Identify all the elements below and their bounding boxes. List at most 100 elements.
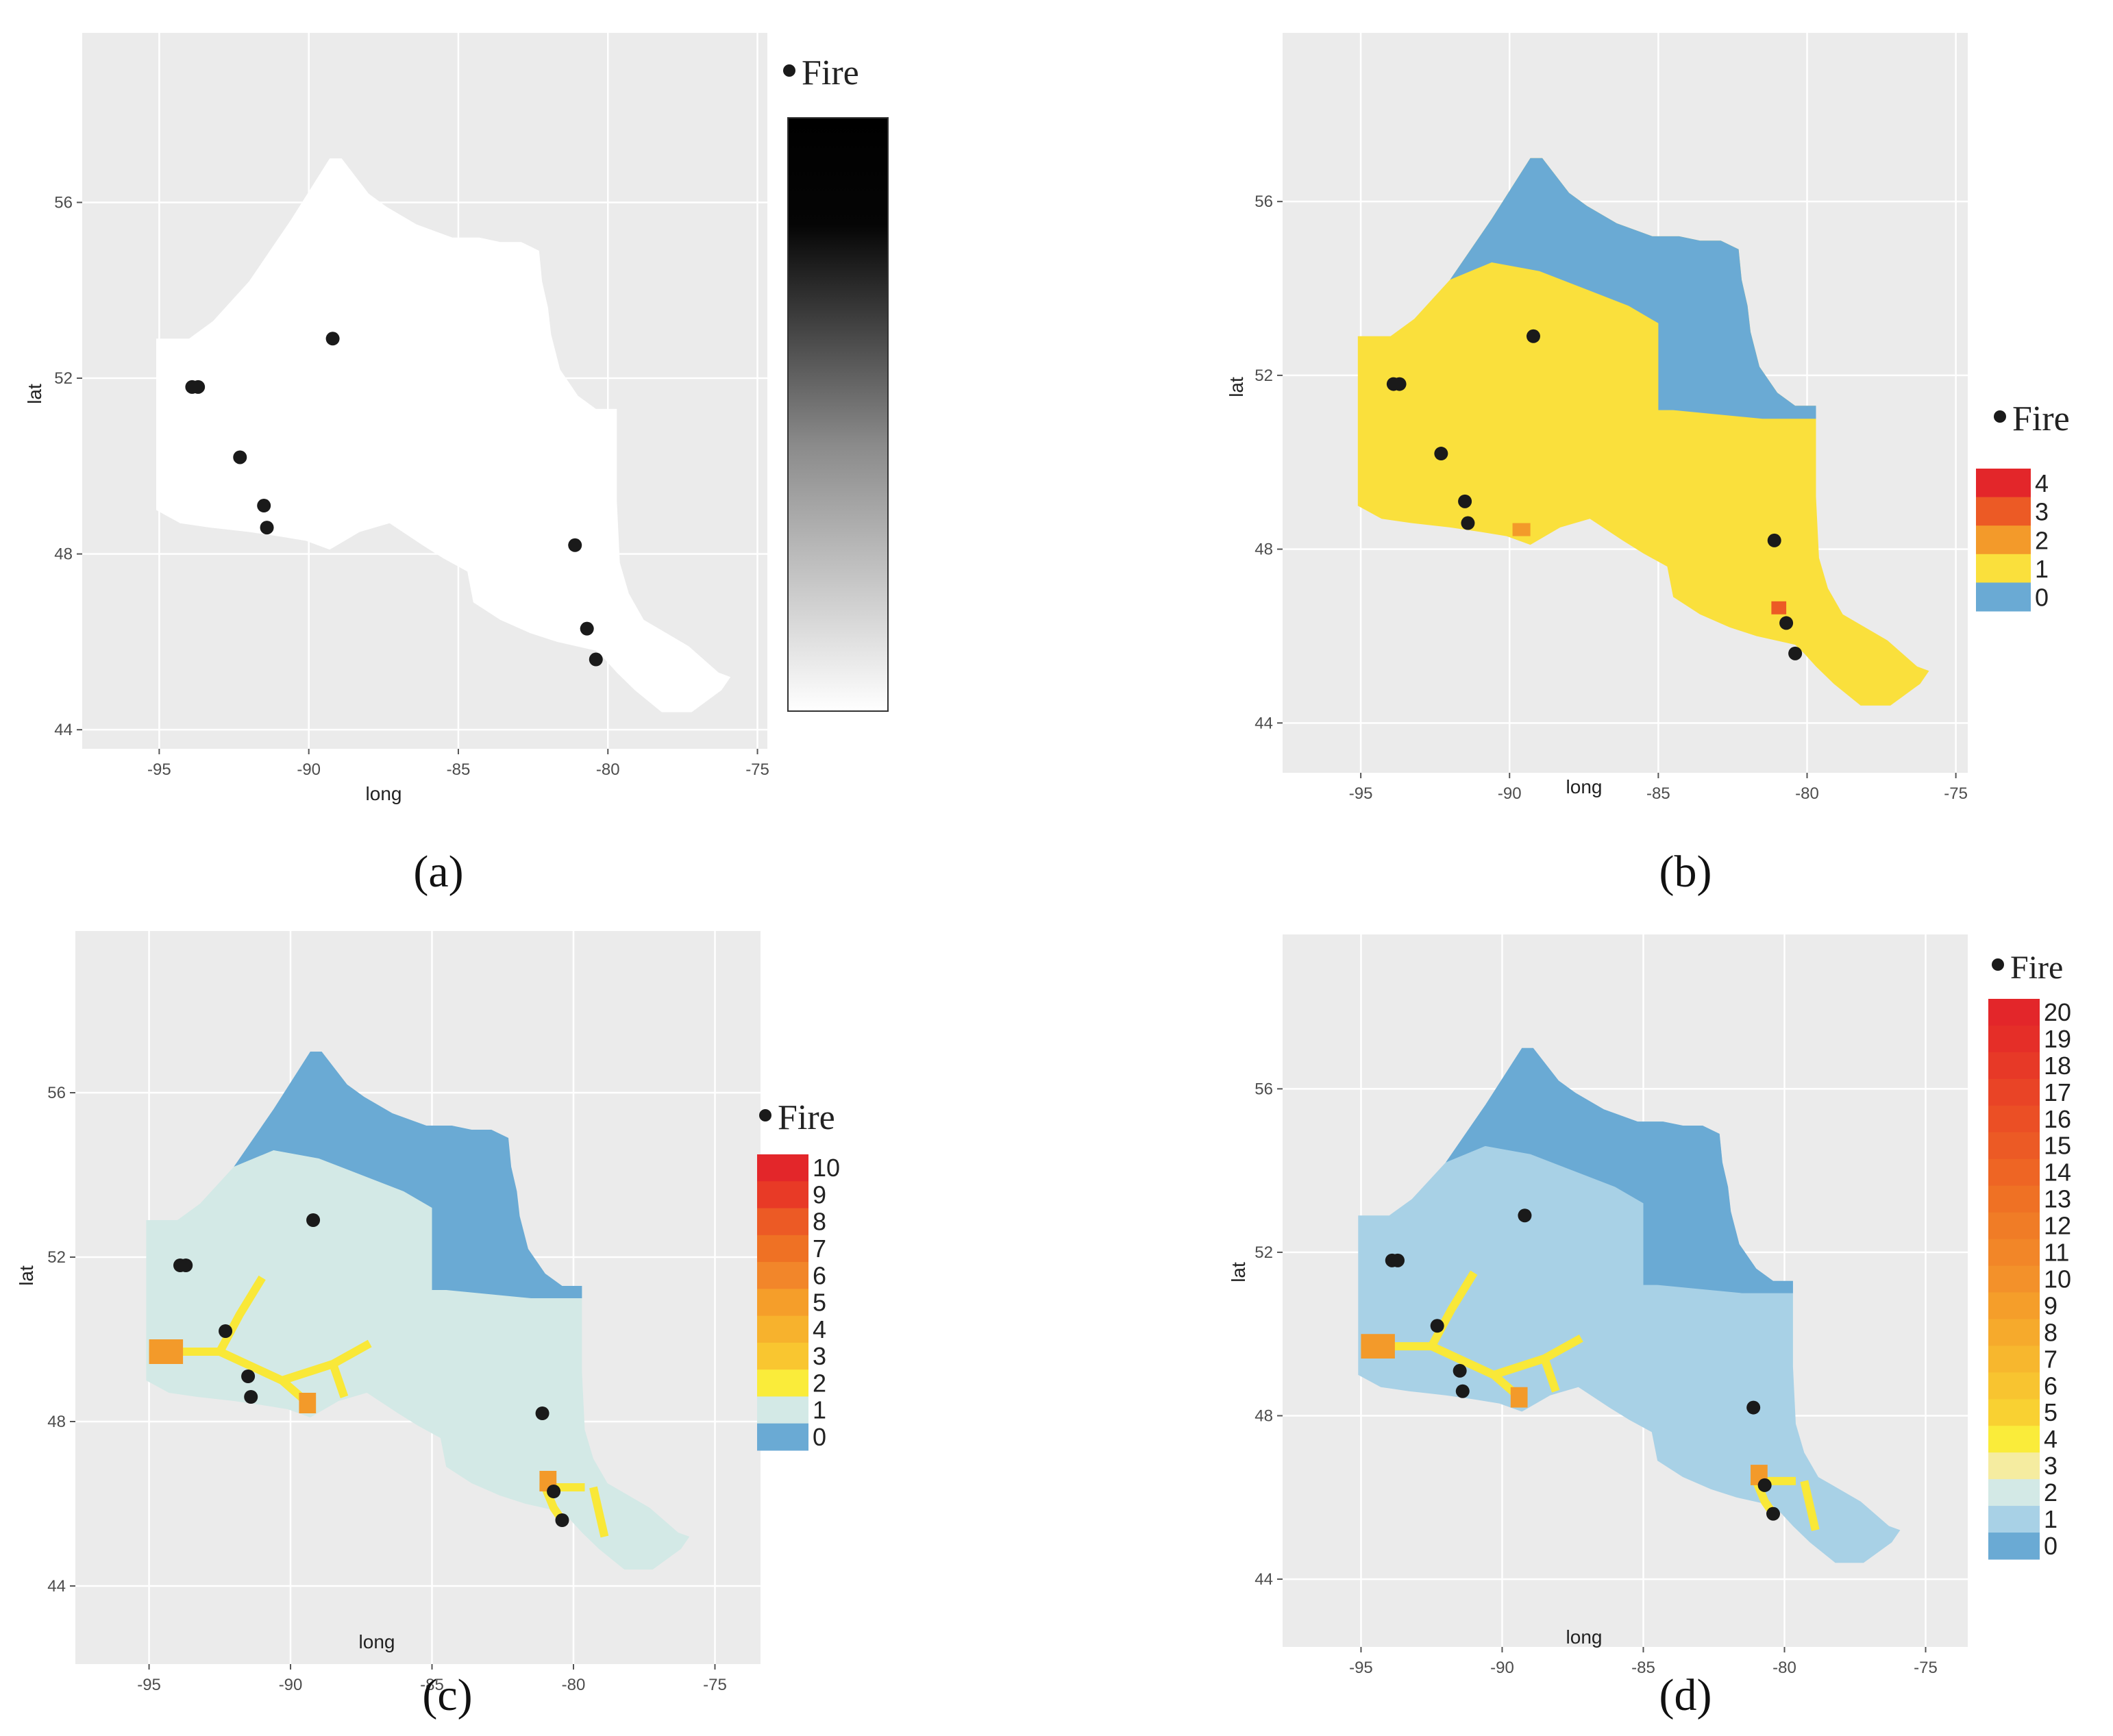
legend-swatch	[757, 1369, 808, 1397]
hotspot-cell	[149, 1339, 184, 1364]
fire-point	[1391, 1253, 1405, 1267]
legend-swatch	[1988, 1292, 2040, 1319]
hotspot-corridor	[149, 1348, 313, 1409]
hotspot-corridor	[216, 1275, 266, 1354]
legend-swatch	[757, 1423, 808, 1451]
panel-c: -95 -90 -85 -80 -75 44 48 52 56 long lat Fire 10 9 8 7 6…	[0, 868, 1056, 1736]
y-tick-label: 48	[1255, 1407, 1273, 1426]
legend-label: 6	[813, 1261, 826, 1289]
legend-label: 1	[2044, 1505, 2058, 1533]
legend-label: 9	[2044, 1291, 2058, 1319]
fire-point	[568, 538, 582, 552]
fire-point	[1434, 447, 1448, 461]
x-tick-label: -80	[562, 1676, 586, 1694]
map-a: -95 -90 -85 -80 -75 44 48 52 56 long lat Fire	[24, 33, 889, 804]
legend-fire-symbol	[1992, 958, 2004, 971]
legend-swatch	[1988, 1346, 2040, 1373]
hotspot-corridor	[329, 1363, 349, 1398]
y-tick-label: 52	[1255, 1243, 1273, 1262]
legend-fire-symbol	[1994, 410, 2006, 423]
x-tick-label: -75	[745, 760, 769, 779]
panel-d: -95 -90 -85 -80 -75 44 48 52 56 long lat Fire 20 19 18…	[1056, 868, 2113, 1736]
x-tick-label: -90	[297, 760, 321, 779]
y-tick-label: 56	[54, 193, 73, 212]
hotspot-corridor	[1428, 1270, 1478, 1348]
legend-label: 16	[2044, 1105, 2071, 1133]
legend-label: 3	[813, 1342, 826, 1370]
legend-label: 9	[813, 1180, 826, 1208]
x-tick-label: -80	[1795, 784, 1819, 803]
fire-point	[306, 1213, 321, 1227]
y-tick-label: 56	[1255, 1080, 1273, 1098]
legend-swatch	[1988, 1132, 2040, 1160]
x-tick-label: -75	[703, 1676, 727, 1694]
legend-swatch	[757, 1208, 808, 1236]
x-tick-label: -85	[420, 1676, 444, 1694]
hotspot-cell	[299, 1393, 317, 1413]
fire-point	[241, 1369, 256, 1383]
legend-label: 0	[813, 1423, 826, 1451]
region-fill	[156, 158, 731, 712]
x-tick-label: -85	[447, 760, 471, 779]
hotspot-corridor	[589, 1486, 609, 1538]
x-tick-label: -80	[596, 760, 620, 779]
legend-label: 4	[813, 1315, 826, 1343]
x-tick-label: -95	[1349, 784, 1373, 803]
y-tick-label: 44	[1255, 714, 1273, 732]
x-tick-label: -85	[1631, 1659, 1655, 1677]
hotspot-cell	[1361, 1334, 1395, 1359]
legend-label: 4	[2035, 469, 2049, 497]
x-tick-label: -75	[1944, 784, 1968, 803]
caption-d: (d)	[1659, 1670, 1712, 1720]
fire-point	[260, 521, 274, 535]
x-tick-label: -90	[279, 1676, 303, 1694]
fire-point	[233, 450, 247, 464]
hotspot-cell	[1510, 1387, 1528, 1408]
legend-label: 13	[2044, 1185, 2071, 1213]
legend-swatch	[1988, 999, 2040, 1026]
legend-label: 20	[2044, 998, 2071, 1026]
y-tick-label: 52	[54, 369, 73, 388]
x-axis-label: long	[1566, 1626, 1603, 1648]
legend-label: 12	[2044, 1212, 2071, 1240]
y-axis-label: lat	[24, 384, 45, 404]
fire-point	[1767, 533, 1781, 547]
x-tick-label: -85	[1646, 784, 1670, 803]
legend-label: 10	[2044, 1265, 2071, 1293]
legend-label: 2	[2044, 1478, 2058, 1506]
y-axis-label: lat	[1228, 1262, 1249, 1282]
x-tick-label: -95	[137, 1676, 161, 1694]
y-tick-label: 56	[47, 1084, 66, 1102]
legend-swatch	[1988, 1078, 2040, 1106]
y-tick-label: 56	[1255, 193, 1273, 211]
legend-swatch	[757, 1342, 808, 1370]
hotspot-corridor	[1361, 1342, 1525, 1403]
legend-swatch	[1988, 1452, 2040, 1480]
fire-point	[1788, 646, 1803, 660]
legend-label: 14	[2044, 1158, 2071, 1187]
fire-point	[179, 1258, 193, 1272]
y-tick-label: 48	[1255, 541, 1273, 559]
legend-swatch	[1988, 1185, 2040, 1213]
legend-label: 1	[2035, 555, 2049, 583]
fire-point	[1461, 516, 1475, 530]
legend-swatch	[1988, 1265, 2040, 1293]
fire-point	[1458, 494, 1472, 508]
x-tick-label: -95	[1349, 1659, 1373, 1677]
legend-swatch	[1976, 554, 2031, 583]
legend-label: 0	[2044, 1532, 2058, 1560]
legend-swatch	[1988, 1105, 2040, 1133]
fire-point	[547, 1485, 561, 1498]
legend-label: 6	[2044, 1372, 2058, 1400]
hotspot-corridor	[1800, 1480, 1820, 1531]
fire-point	[325, 332, 340, 346]
map-c: -95 -90 -85 -80 -7544485256longlatFire109876…	[16, 931, 840, 1694]
legend-label: 10	[813, 1154, 840, 1182]
legend-label: 7	[2044, 1345, 2058, 1373]
fire-point	[1518, 1208, 1532, 1223]
legend-swatch	[1988, 1158, 2040, 1187]
legend-label: 17	[2044, 1078, 2071, 1106]
x-tick-label: -90	[1490, 1659, 1514, 1677]
legend-label: 5	[2044, 1398, 2058, 1426]
